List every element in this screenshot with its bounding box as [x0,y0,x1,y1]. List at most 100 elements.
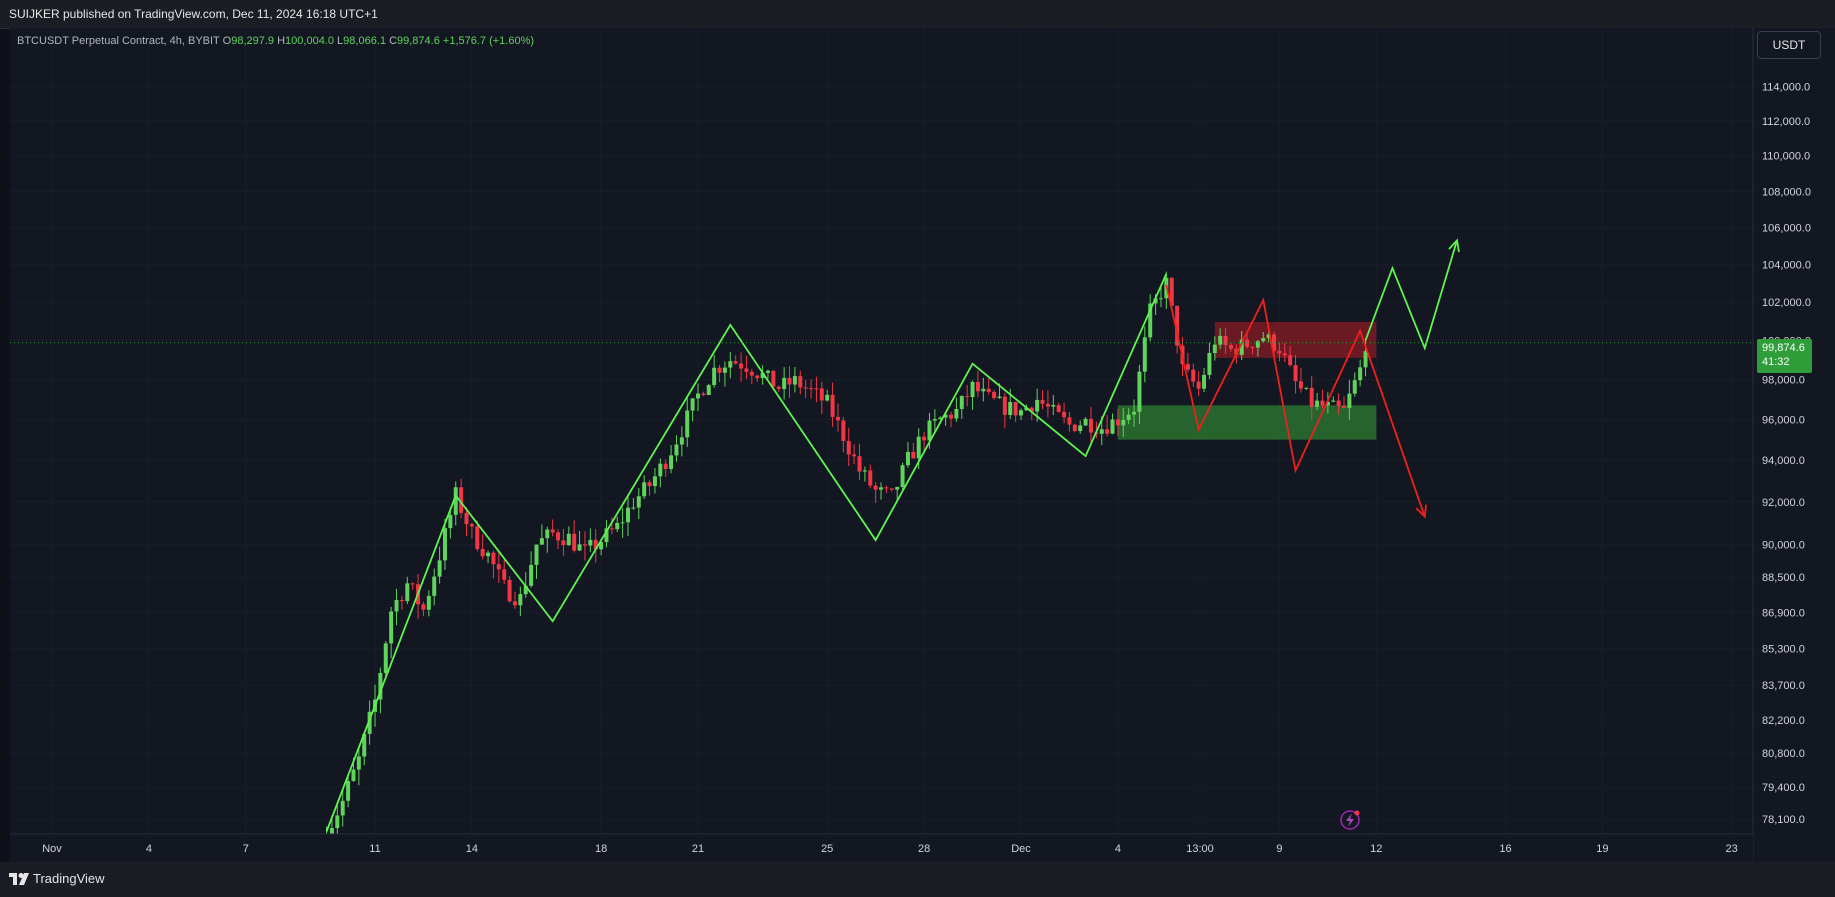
candle-body [502,569,507,580]
candle-body [814,388,819,390]
bearish-projection [1165,284,1426,517]
candle-body [1255,341,1260,348]
x-tick-label: 25 [821,843,833,855]
last-price-tag: 99,874.6 41:32 [1757,339,1812,373]
candle-body [760,372,765,379]
bearish-projection-arrowhead [1415,504,1428,519]
candle-body [1315,400,1320,407]
candle-body [798,376,803,388]
lightning-icon-ring [1340,810,1360,830]
bullish-projection [1364,240,1458,351]
bar-countdown: 41:32 [1762,356,1790,368]
candle-body [733,361,738,364]
candle-body [825,394,830,401]
candle-body [582,544,587,546]
candle-body [405,583,410,602]
y-tick-label: 92,000.0 [1762,497,1805,509]
candle-body [1072,424,1077,432]
candle-body [1185,364,1190,370]
candle-body [1024,407,1029,411]
candle-body [916,436,921,459]
candle-body [765,370,770,373]
chart-pane[interactable] [10,28,1753,861]
candle-body [647,482,652,487]
x-tick-label: 4 [1115,843,1121,855]
candle-body [1202,374,1207,389]
candle-body [631,507,636,509]
candle-body [1207,352,1212,375]
candle-body [1019,410,1023,416]
candle-body [1132,411,1137,415]
footer-bar: TradingView [0,862,1835,897]
y-tick-label: 98,000.0 [1762,374,1805,386]
candle-body [1331,400,1336,402]
candle-body [1239,339,1244,355]
candle-body [663,463,668,469]
candle-body [1013,402,1018,416]
symbol-legend: BTCUSDT Perpetual Contract, 4h, BYBIT O9… [17,35,534,47]
candle-body [1358,367,1363,381]
x-tick-label: 9 [1276,843,1282,855]
tradingview-brand[interactable]: TradingView [33,871,105,886]
candle-body [900,465,905,487]
time-axis [10,834,1753,862]
candle-body [588,539,593,546]
x-tick-label: 7 [243,843,249,855]
candle-body [792,376,797,385]
candle-body [696,393,700,399]
candle-body [394,600,399,612]
candle-body [539,538,544,545]
drawings[interactable] [10,238,1753,832]
candle-body [1223,335,1228,346]
change-value: +1,576.7 (+1.60%) [442,35,535,47]
candle-body [679,437,684,445]
candle-body [1148,303,1153,338]
candle-body [1288,355,1293,366]
y-tick-label: 90,000.0 [1762,539,1805,551]
candle-body [841,420,846,441]
candle-body [496,564,501,570]
x-tick-label: Dec [1011,843,1031,855]
y-tick-label: 80,800.0 [1762,748,1805,760]
candle-body [943,414,948,418]
open-value: 98,297.9 [231,35,275,47]
candle-body [1121,419,1126,426]
currency-button[interactable]: USDT [1757,31,1821,59]
high-label: H [277,35,286,47]
candle-body [577,544,582,551]
candle-body [566,533,571,546]
candle-body [927,420,932,441]
candle-body [852,454,857,457]
x-tick-label: Nov [42,843,62,855]
candle-body [351,769,356,781]
candle-body [674,444,679,456]
candle-body [749,371,754,376]
candle-body [367,711,372,734]
candle-body [1261,338,1266,342]
candle-body [1196,381,1201,389]
candle-body [959,396,964,410]
candle-body [410,583,415,585]
candle-body [782,377,787,389]
candle-body [992,392,997,399]
y-tick-label: 94,000.0 [1762,455,1805,467]
y-tick-label: 108,000.0 [1762,186,1811,198]
candle-body [491,552,496,565]
y-tick-label: 110,000.0 [1762,151,1810,163]
candle-body [593,539,598,550]
candle-body [453,487,458,515]
y-tick-label: 86,900.0 [1762,607,1805,619]
candle-body [879,487,884,490]
candle-body [830,394,835,417]
candle-body [1293,365,1298,382]
high-value: 100,004.0 [285,35,334,47]
candle-body [1218,335,1223,345]
candle-body [722,367,727,373]
candle-body [685,410,690,438]
y-tick-label: 83,700.0 [1762,680,1805,692]
candle-body [1051,405,1056,407]
candle-body [1342,405,1346,408]
candle-body [846,440,851,455]
candle-body [1336,400,1341,406]
